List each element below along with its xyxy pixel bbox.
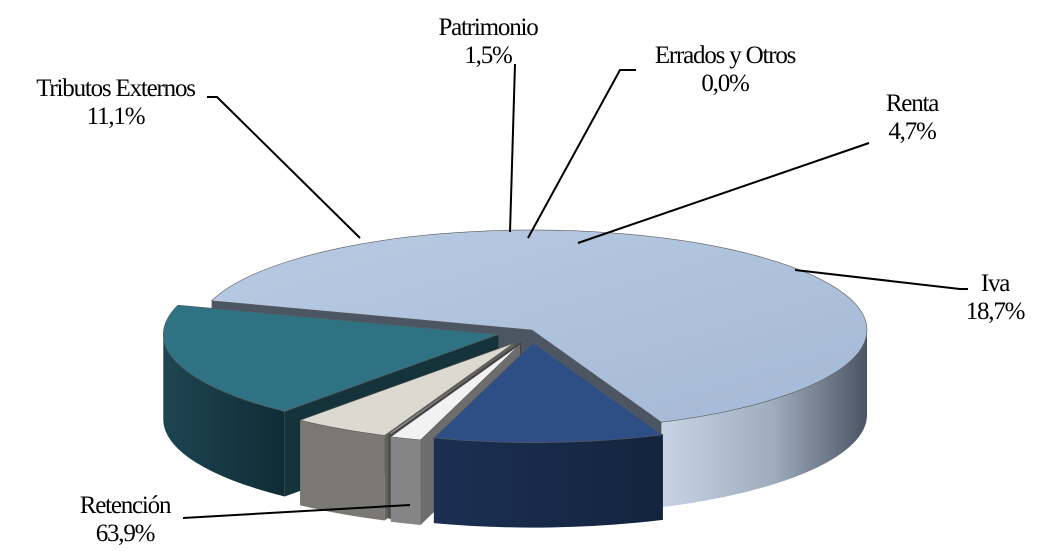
- leader-line-retencion: [182, 504, 411, 519]
- leader-line-errados-y-otros: [527, 69, 636, 239]
- slice-name-patrimonio: Patrimonio: [438, 14, 538, 41]
- slice-tributos-externos: [433, 342, 664, 528]
- slice-name-tributos-externos: Tributos Externos: [36, 75, 196, 102]
- slice-name-renta: Renta: [885, 90, 940, 117]
- pie-slices: [163, 229, 868, 528]
- slice-label-errados-y-otros: Errados y Otros 0,0%: [630, 42, 820, 98]
- leader-line-tributos-externos: [207, 96, 361, 239]
- slice-label-iva: Iva 18,7%: [955, 270, 1035, 326]
- slice-label-renta: Renta 4,7%: [862, 90, 962, 146]
- slice-label-patrimonio: Patrimonio 1,5%: [418, 14, 558, 70]
- slice-name-errados-y-otros: Errados y Otros: [654, 42, 797, 69]
- slice-value-patrimonio: 1,5%: [464, 42, 512, 69]
- slice-value-tributos-externos: 11,1%: [86, 103, 146, 130]
- leader-line-renta: [577, 142, 870, 244]
- slice-label-retencion: Retención 63,9%: [60, 492, 190, 548]
- slice-name-retencion: Retención: [79, 492, 172, 519]
- leader-line-iva: [794, 269, 968, 290]
- leader-lines-front: [182, 63, 968, 519]
- slice-value-retencion: 63,9%: [95, 520, 156, 547]
- slice-value-iva: 18,7%: [965, 298, 1026, 325]
- slice-value-renta: 4,7%: [888, 118, 936, 145]
- slice-value-errados-y-otros: 0,0%: [701, 70, 749, 97]
- slice-name-iva: Iva: [980, 270, 1011, 297]
- leader-line-patrimonio: [509, 63, 516, 233]
- slice-label-tributos-externos: Tributos Externos 11,1%: [8, 75, 223, 131]
